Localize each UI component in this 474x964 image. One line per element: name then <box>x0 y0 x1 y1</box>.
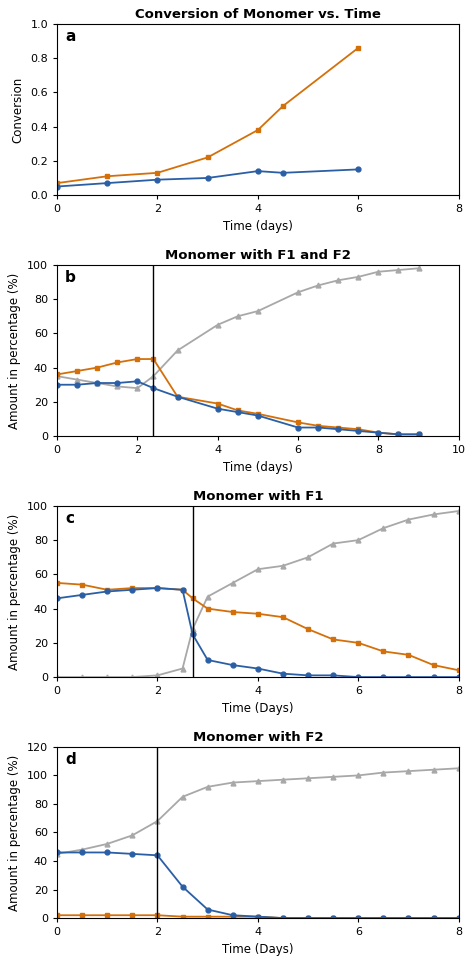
Y-axis label: Conversion: Conversion <box>12 76 25 143</box>
Y-axis label: Amount in percentage (%): Amount in percentage (%) <box>9 755 21 911</box>
Text: d: d <box>65 752 76 767</box>
Text: c: c <box>65 511 74 526</box>
Text: a: a <box>65 29 75 44</box>
X-axis label: Time (Days): Time (Days) <box>222 943 293 955</box>
Y-axis label: Amount in percentage (%): Amount in percentage (%) <box>9 273 21 429</box>
Title: Monomer with F2: Monomer with F2 <box>192 732 323 744</box>
Title: Monomer with F1 and F2: Monomer with F1 and F2 <box>165 250 351 262</box>
Text: b: b <box>65 270 76 285</box>
Title: Conversion of Monomer vs. Time: Conversion of Monomer vs. Time <box>135 9 381 21</box>
Y-axis label: Amount in percentage (%): Amount in percentage (%) <box>9 514 21 670</box>
X-axis label: Time (Days): Time (Days) <box>222 702 293 714</box>
X-axis label: Time (days): Time (days) <box>223 220 293 232</box>
X-axis label: Time (days): Time (days) <box>223 461 293 473</box>
Title: Monomer with F1: Monomer with F1 <box>192 491 323 503</box>
